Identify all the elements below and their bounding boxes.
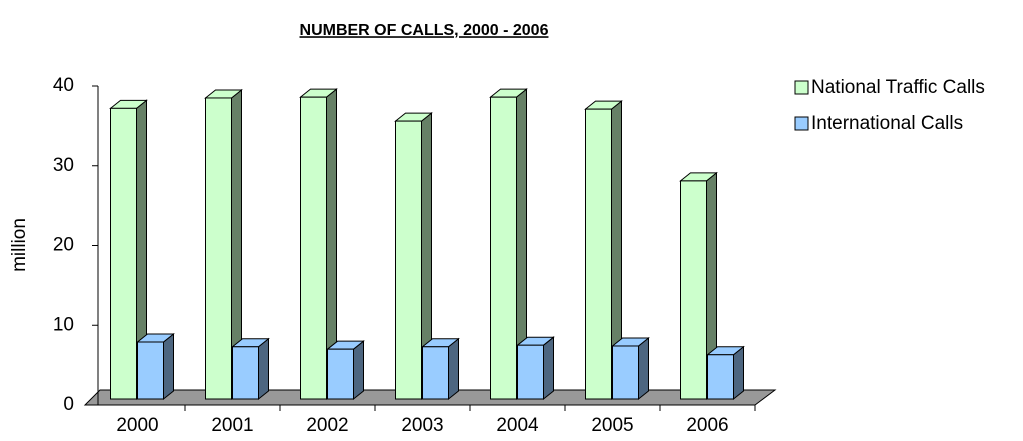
bar-side: [258, 337, 269, 401]
x-tick-label: 2005: [591, 415, 633, 436]
bar-side: [733, 345, 744, 401]
bar: [611, 336, 650, 401]
bar-front: [517, 344, 544, 400]
bar: [516, 336, 555, 401]
y-tick-label: 10: [53, 314, 74, 335]
bar-front: [327, 348, 354, 400]
legend-label: International Calls: [811, 113, 963, 134]
x-tick-label: 2002: [306, 415, 348, 436]
chart-title: NUMBER OF CALLS, 2000 - 2006: [300, 22, 549, 39]
bar: [204, 88, 243, 401]
legend-label: National Traffic Calls: [811, 77, 985, 98]
bar-front: [395, 120, 422, 400]
legend-swatch: [794, 116, 809, 131]
y-axis-label: million: [9, 218, 30, 272]
bar: [584, 100, 623, 401]
y-tick-label: 40: [53, 75, 74, 96]
bar-side: [448, 337, 459, 401]
x-tick-label: 2004: [496, 415, 539, 436]
bar-front: [110, 107, 137, 400]
y-tick-label: 30: [53, 155, 74, 176]
bar-front: [612, 345, 639, 400]
bar-side: [543, 336, 554, 401]
bar: [299, 88, 338, 401]
bar-front: [490, 96, 517, 400]
bar-side: [638, 336, 649, 401]
legend-swatch: [794, 80, 809, 95]
bar-front: [232, 346, 259, 400]
bar: [679, 171, 718, 401]
bar: [326, 340, 365, 401]
y-tick-label: 20: [53, 235, 74, 256]
bar-front: [585, 108, 612, 400]
bar-side: [353, 340, 364, 401]
bar-front: [300, 96, 327, 400]
bar-front: [205, 97, 232, 400]
x-tick-label: 2006: [686, 415, 728, 436]
bar: [136, 332, 175, 401]
y-tick-label: 0: [63, 394, 74, 415]
x-tick-label: 2000: [116, 415, 158, 436]
bar-side: [163, 332, 174, 401]
bar: [421, 337, 460, 401]
bar-front: [680, 180, 707, 400]
bar: [394, 112, 433, 401]
x-tick-label: 2003: [401, 415, 443, 436]
x-tick-label: 2001: [211, 415, 253, 436]
bar: [489, 88, 528, 401]
bar-front: [137, 341, 164, 400]
bar-front: [707, 354, 734, 400]
bar: [109, 99, 148, 401]
bar: [231, 337, 270, 401]
bar: [706, 345, 745, 401]
bar-front: [422, 346, 449, 400]
